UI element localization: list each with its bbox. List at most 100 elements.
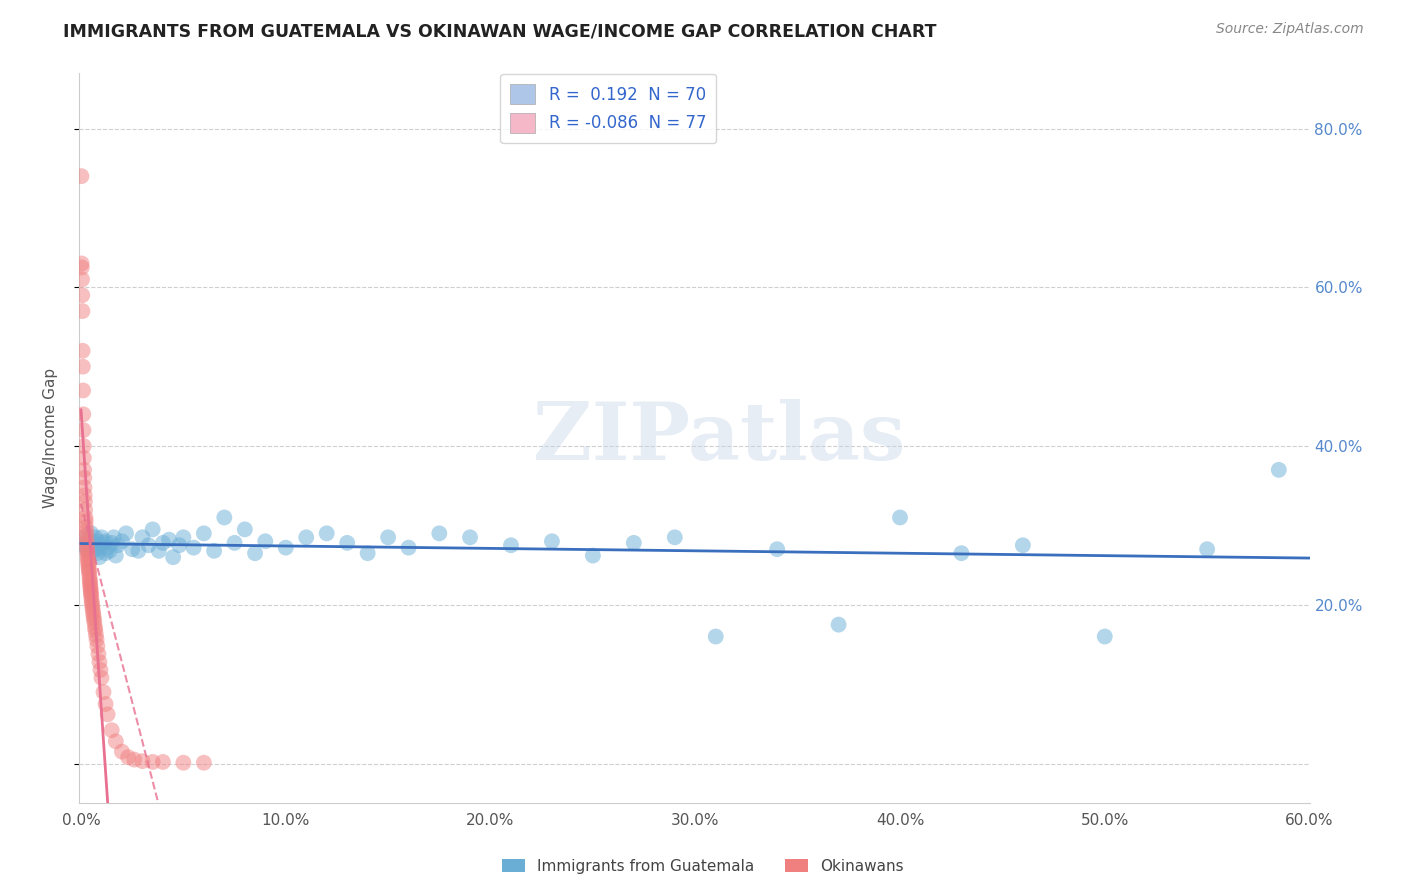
Point (70, 272, 93, 286)
Point (75, 510, 97, 524)
Point (80, 541, 103, 555)
Point (183, 541, 205, 555)
Point (75, 520, 97, 534)
Y-axis label: Wage/Income Gap: Wage/Income Gap (44, 368, 58, 508)
Point (79, 575, 101, 590)
Point (377, 530, 399, 544)
Point (138, 538, 160, 552)
Point (77, 552, 100, 566)
Point (77, 562, 100, 576)
Point (172, 756, 194, 770)
Point (84, 620, 107, 634)
Point (73, 471, 96, 485)
Point (1011, 538, 1033, 552)
Point (89, 663, 111, 677)
Point (84, 623, 107, 637)
Point (80, 585, 103, 599)
Point (274, 541, 297, 555)
Text: ZIPatlas: ZIPatlas (533, 399, 905, 477)
Point (79, 571, 101, 585)
Point (541, 534, 564, 549)
Point (224, 536, 246, 550)
Point (80, 594, 103, 608)
Point (75, 530, 97, 544)
Point (93, 536, 115, 550)
Point (142, 755, 165, 769)
Point (82, 543, 104, 558)
Point (214, 510, 236, 524)
Point (152, 536, 174, 550)
Point (77, 565, 100, 579)
Point (72, 384, 94, 398)
Point (356, 546, 378, 560)
Point (243, 546, 266, 560)
Point (131, 530, 153, 544)
Point (70, 256, 93, 270)
Point (73, 439, 96, 453)
Point (152, 755, 174, 769)
Point (77, 555, 100, 569)
Text: Source: ZipAtlas.com: Source: ZipAtlas.com (1216, 22, 1364, 37)
Point (76, 550, 98, 565)
Point (315, 526, 337, 541)
Point (104, 734, 127, 748)
Point (76, 533, 98, 547)
Point (76, 544, 98, 558)
Point (458, 530, 481, 544)
Point (97, 541, 120, 555)
Point (827, 617, 849, 632)
Point (623, 536, 645, 550)
Point (79, 582, 101, 597)
Point (93, 685, 115, 699)
Point (86, 632, 108, 647)
Point (94, 697, 117, 711)
Point (86, 546, 108, 560)
Point (82, 599, 104, 614)
Point (83, 612, 105, 626)
Point (90, 530, 112, 544)
Point (84, 542, 107, 557)
Point (193, 526, 215, 541)
Point (73, 463, 96, 477)
Point (77, 566, 100, 581)
Point (499, 538, 522, 552)
Point (131, 754, 153, 768)
Point (80, 587, 103, 601)
Point (117, 750, 139, 764)
Point (75, 524, 97, 539)
Point (77, 546, 100, 560)
Point (80, 526, 103, 541)
Point (73, 480, 96, 494)
Text: IMMIGRANTS FROM GUATEMALA VS OKINAWAN WAGE/INCOME GAP CORRELATION CHART: IMMIGRANTS FROM GUATEMALA VS OKINAWAN WA… (63, 22, 936, 40)
Point (89, 550, 111, 565)
Point (766, 542, 789, 557)
Point (664, 530, 686, 544)
Point (100, 723, 122, 738)
Point (70, 288, 93, 302)
Point (111, 534, 134, 549)
Point (427, 526, 450, 541)
Point (77, 534, 100, 549)
Point (107, 538, 129, 552)
Point (89, 655, 111, 669)
Point (889, 510, 911, 524)
Point (127, 543, 149, 558)
Point (295, 530, 318, 544)
Point (193, 756, 215, 770)
Point (89, 538, 111, 552)
Point (90, 671, 112, 685)
Point (82, 602, 104, 616)
Point (76, 539, 98, 553)
Point (82, 606, 104, 620)
Point (398, 541, 420, 555)
Point (1268, 463, 1291, 477)
Point (76, 547, 98, 561)
Point (111, 745, 134, 759)
Point (72, 423, 94, 437)
Point (169, 538, 191, 552)
Point (79, 580, 101, 594)
Point (79, 573, 101, 587)
Point (950, 546, 973, 560)
Point (94, 534, 117, 549)
Point (70, 260, 93, 275)
